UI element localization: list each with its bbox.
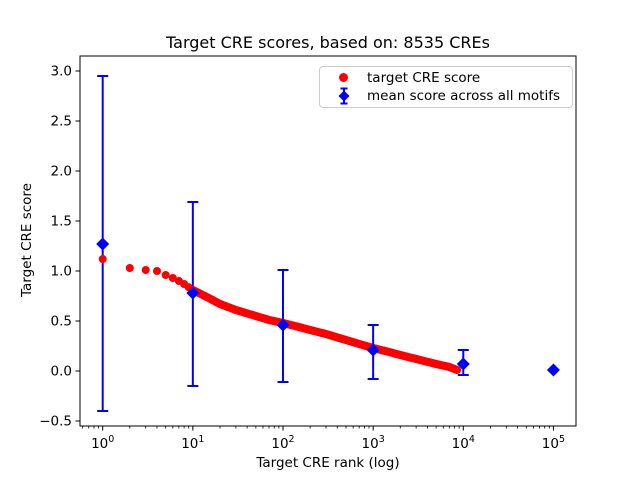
x-tick-label: 100: [91, 434, 114, 452]
x-tick-label: 102: [271, 434, 294, 452]
y-tick-label: 1.5: [51, 214, 72, 230]
blue-diamond-errorbar-marker-icon: [320, 87, 367, 105]
chart-title: Target CRE scores, based on: 8535 CREs: [166, 33, 490, 52]
y-tick-label: 1.0: [51, 264, 72, 280]
x-axis-label: Target CRE rank (log): [256, 455, 400, 471]
x-tick-label: 105: [542, 434, 565, 452]
x-tick-label: 103: [362, 434, 385, 452]
legend-item-mean-score: mean score across all motifs: [320, 87, 572, 105]
legend: target CRE score mean score across all m…: [319, 66, 573, 108]
x-tick-label: 101: [181, 434, 204, 452]
y-axis-label: Target CRE score: [19, 183, 35, 297]
legend-item-label: target CRE score: [367, 69, 481, 86]
legend-item-target-cre-score: target CRE score: [320, 69, 572, 86]
red-scatter-series: [98, 255, 462, 374]
x-tick-label: 104: [452, 434, 475, 452]
y-tick-label: 0.5: [51, 314, 72, 330]
blue-mean-series: [96, 237, 560, 377]
y-tick-label: 2.0: [51, 164, 72, 180]
red-circle-marker-icon: [320, 73, 367, 82]
y-tick-label: −0.5: [39, 414, 72, 430]
y-tick-label: 0.0: [51, 364, 72, 380]
y-tick-label: 3.0: [51, 64, 72, 80]
axes-frame: [79, 55, 577, 427]
legend-item-label: mean score across all motifs: [367, 88, 561, 104]
y-tick-label: 2.5: [51, 114, 72, 130]
